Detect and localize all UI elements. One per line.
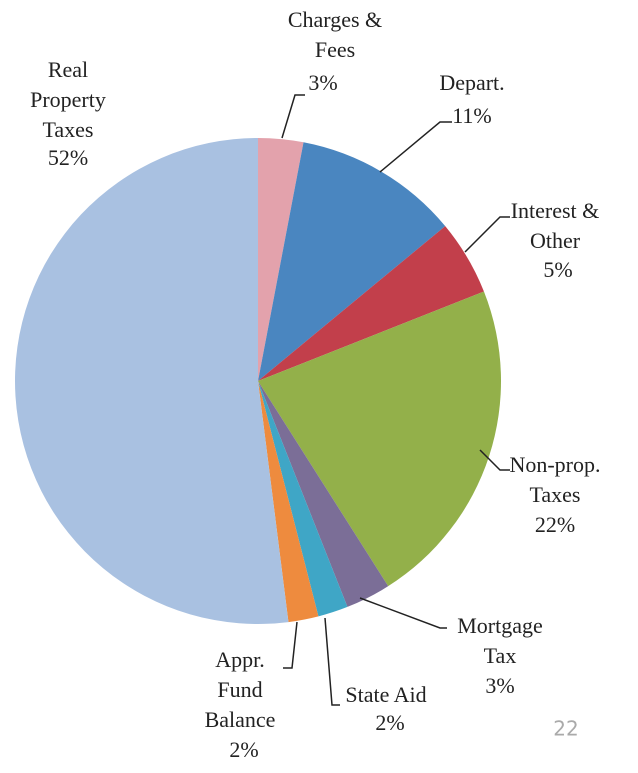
slice-label: Appr. (215, 647, 265, 672)
slice-label: Fees (315, 37, 355, 62)
page-number: 22 (553, 717, 578, 741)
slice-label: Charges & (288, 7, 382, 32)
slice-label: Taxes (530, 482, 581, 507)
leader-line (324, 617, 340, 706)
pie-slice (258, 381, 348, 617)
slice-label: Balance (205, 707, 276, 732)
pie-slice (258, 291, 501, 587)
value-label: 3% (485, 673, 514, 698)
slice-label: Interest & (511, 198, 600, 223)
pie-slice (258, 226, 484, 381)
value-label: 2% (229, 737, 258, 762)
leader-line (283, 621, 298, 669)
slice-label: State Aid (345, 682, 426, 707)
value-label: 2% (375, 710, 404, 735)
value-label: 22% (535, 512, 575, 537)
leader-line (281, 94, 305, 139)
pie-slice (258, 142, 446, 381)
slice-label: Real (48, 57, 88, 82)
leader-line (479, 449, 510, 471)
pie-slice (258, 381, 319, 623)
slice-label: Other (530, 228, 581, 253)
slice-label: Taxes (43, 117, 94, 142)
slice-label: Depart. (439, 70, 504, 95)
slice-label: Non-prop. (509, 452, 600, 477)
value-label: 11% (452, 103, 492, 128)
leader-line (359, 597, 447, 629)
value-label: 52% (48, 145, 88, 170)
slice-label: Tax (484, 643, 517, 668)
leader-line (379, 121, 452, 173)
pie-slice (258, 138, 304, 381)
pie-slice (15, 138, 289, 624)
value-label: 3% (308, 70, 337, 95)
slice-label: Property (30, 87, 106, 112)
leader-line (464, 216, 510, 253)
slice-label: Mortgage (457, 613, 543, 638)
slice-label: Fund (217, 677, 262, 702)
value-label: 5% (543, 257, 572, 282)
pie-slice (258, 381, 389, 607)
